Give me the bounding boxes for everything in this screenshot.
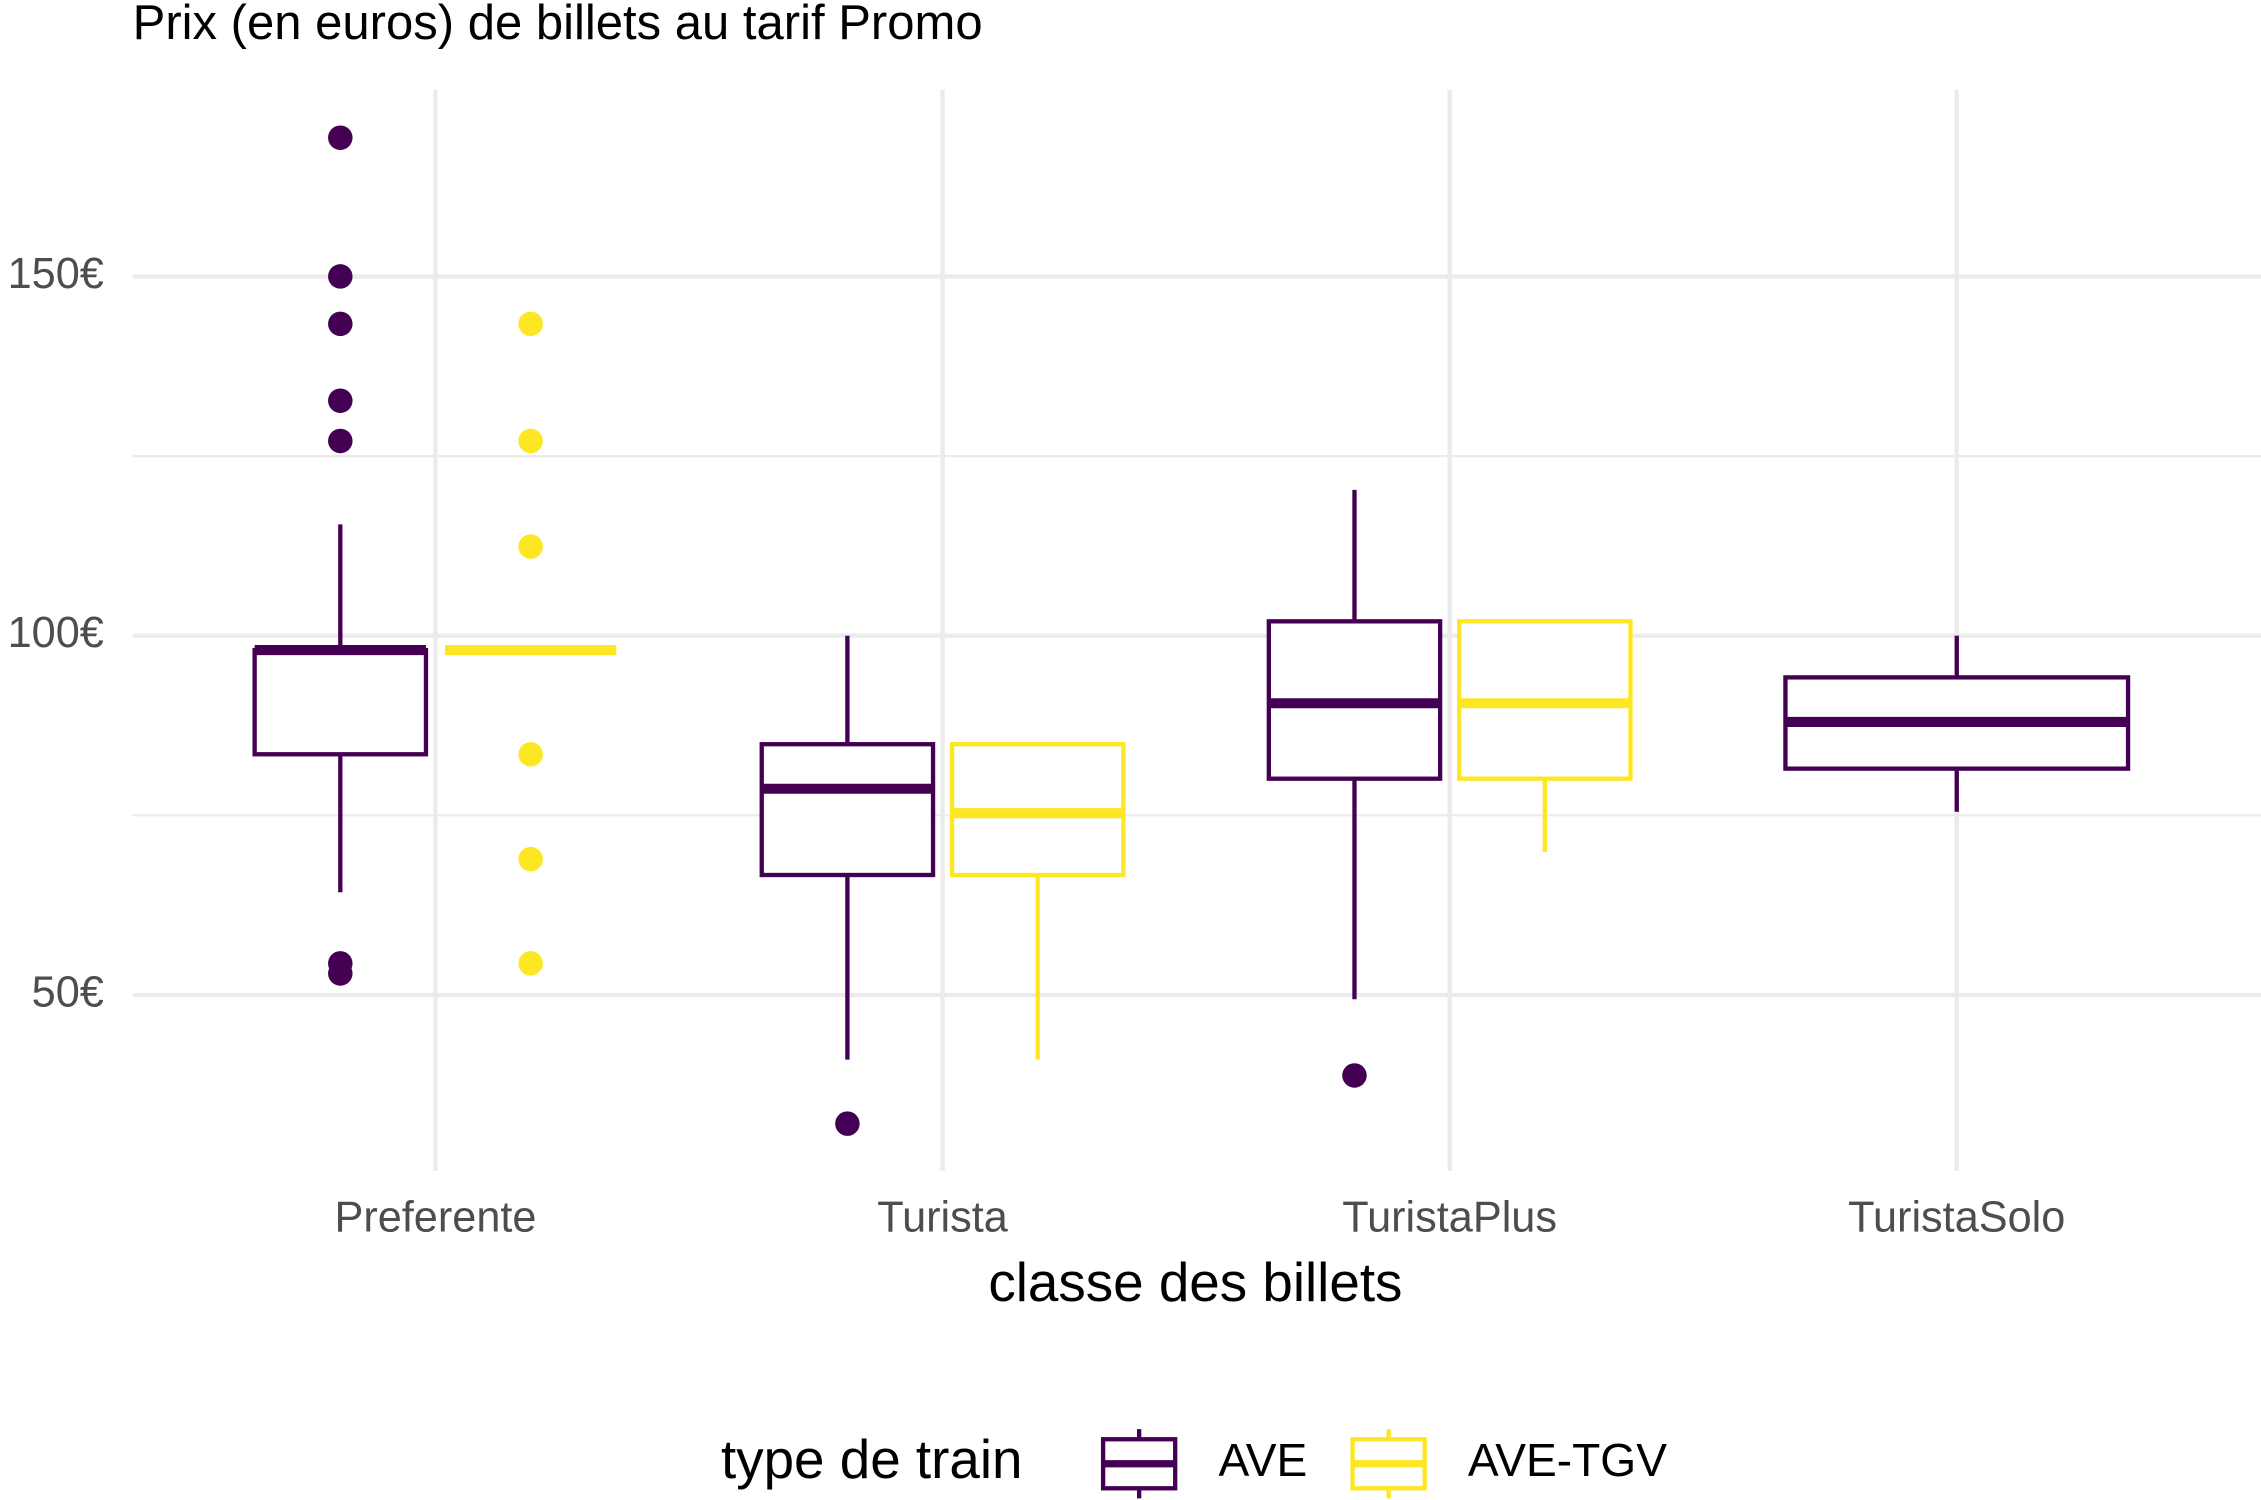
- outlier: [328, 311, 353, 337]
- x-tick-label: TuristaPlus: [1342, 1194, 1557, 1242]
- outlier: [518, 742, 543, 767]
- x-tick-label: Preferente: [334, 1194, 536, 1242]
- y-tick-label: 150€: [8, 250, 104, 298]
- outlier: [1342, 1063, 1367, 1088]
- y-tick-label: 100€: [8, 609, 104, 657]
- box: [759, 742, 936, 878]
- outlier: [518, 846, 543, 872]
- x-tick-label: TuristaSolo: [1848, 1194, 2065, 1242]
- chart-title: Prix (en euros) de billets au tarif Prom…: [133, 0, 983, 50]
- outlier: [518, 534, 543, 559]
- x-tick-label: Turista: [877, 1194, 1009, 1242]
- outlier: [328, 125, 353, 150]
- outlier: [328, 428, 353, 454]
- outlier: [835, 1111, 860, 1136]
- legend-label: AVE-TGV: [1468, 1434, 1667, 1486]
- box: [252, 647, 429, 757]
- legend-title: type de train: [721, 1428, 1022, 1490]
- outlier: [518, 951, 543, 976]
- outlier: [518, 428, 543, 454]
- y-tick-label: 50€: [32, 968, 104, 1016]
- x-axis-title: classe des billets: [988, 1251, 1402, 1313]
- outlier: [328, 264, 353, 289]
- outlier: [518, 311, 543, 337]
- outlier: [328, 388, 353, 413]
- legend-label: AVE: [1218, 1434, 1307, 1486]
- outlier: [328, 961, 353, 986]
